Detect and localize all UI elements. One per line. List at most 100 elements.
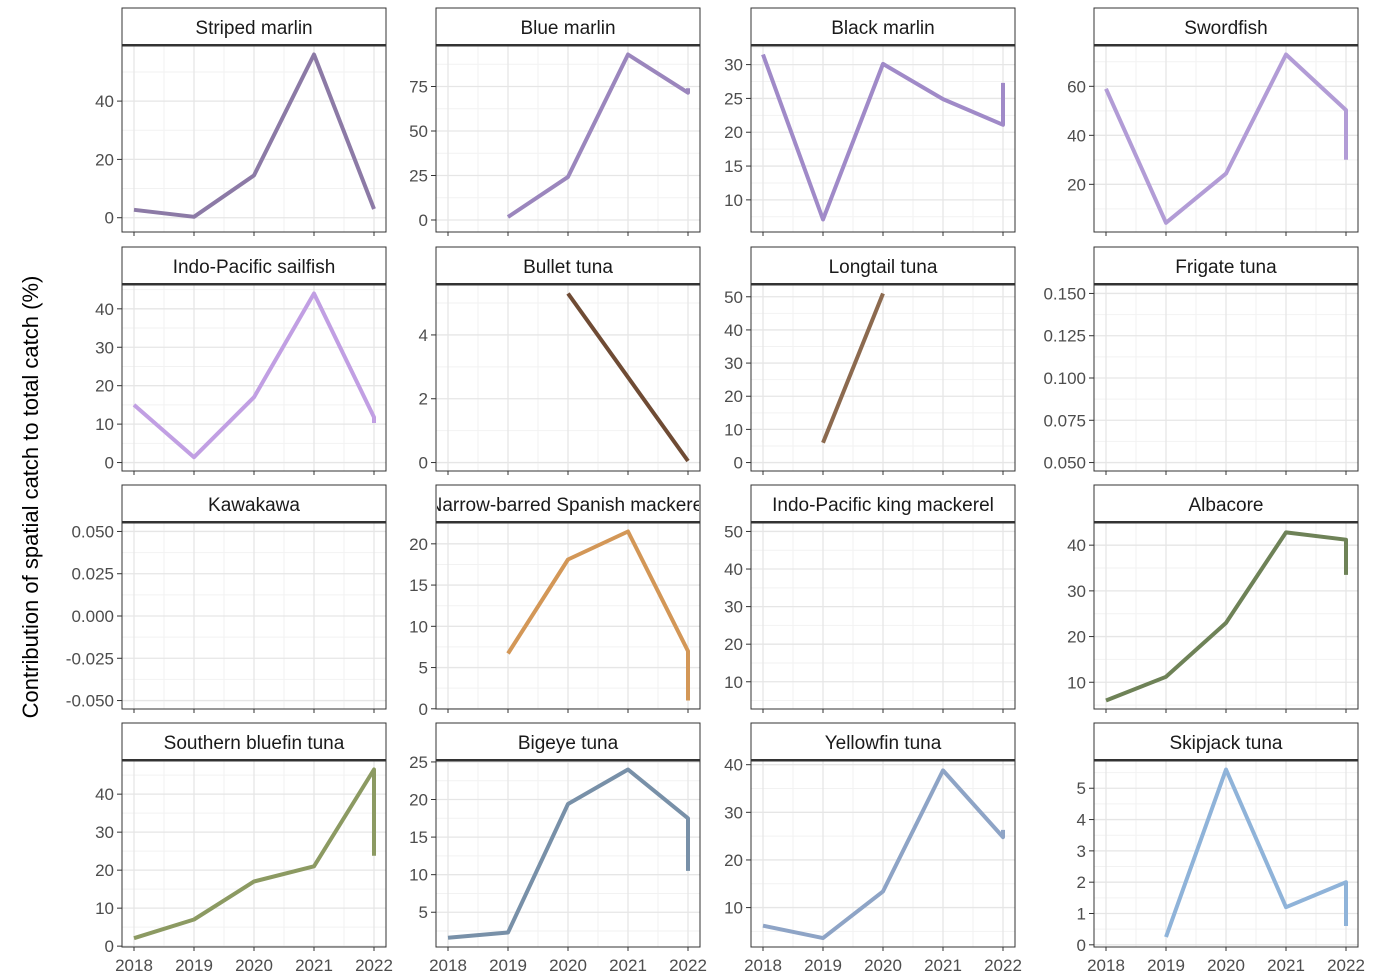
y-tick-label: 15 (409, 828, 428, 847)
y-tick-label: 0 (419, 700, 428, 719)
y-tick-label: 20 (724, 851, 743, 870)
facet-title: Longtail tuna (829, 257, 938, 278)
y-tick-label: 20 (1067, 175, 1086, 194)
y-tick-label: 60 (1067, 77, 1086, 96)
y-tick-label: 5 (419, 659, 428, 678)
y-tick-label: 10 (724, 673, 743, 692)
y-tick-label: 10 (724, 420, 743, 439)
y-tick-label: 2 (419, 390, 428, 409)
y-tick-label: 0.075 (1043, 411, 1086, 430)
y-tick-label: 10 (95, 415, 114, 434)
facet-title: Bigeye tuna (518, 733, 619, 754)
y-tick-label: 0.050 (71, 522, 114, 541)
y-tick-label: 20 (724, 635, 743, 654)
gridlines (751, 46, 1015, 232)
facet-title: Indo-Pacific sailfish (173, 257, 336, 278)
gridlines (751, 761, 1015, 947)
gridlines (1094, 523, 1358, 709)
x-tick-label: 2021 (609, 956, 647, 975)
y-tick-label: 40 (1067, 126, 1086, 145)
y-tick-label: 10 (724, 191, 743, 210)
y-tick-label: 4 (419, 326, 428, 345)
facet-strip (435, 246, 701, 285)
facet-strip (750, 246, 1016, 285)
gridlines (751, 285, 1015, 471)
y-tick-label: 0 (419, 454, 428, 473)
series-line-longtail-tuna (821, 292, 885, 444)
x-tick-label: 2018 (429, 956, 467, 975)
y-tick-label: 50 (724, 288, 743, 307)
facet-strip (1093, 7, 1359, 46)
x-tick-label: 2022 (1327, 956, 1365, 975)
y-tick-label: 10 (409, 866, 428, 885)
y-tick-label: -0.025 (66, 649, 114, 668)
panel-indo-pacific-king-mackerel: Indo-Pacific king mackerel 10 20 30 40 50 (724, 484, 1016, 713)
panel-narrow-barred-spanish-mackerel: Narrow-barred Spanish mackerel 0 5 10 15 20 (409, 484, 701, 719)
series-line-indo-pacific-sailfish (132, 291, 376, 460)
facet-strip (750, 722, 1016, 761)
y-tick-label: 75 (409, 77, 428, 96)
y-tick-label: 0 (1077, 936, 1086, 955)
facet-title: Frigate tuna (1175, 257, 1277, 278)
x-tick-label: 2021 (1267, 956, 1305, 975)
facet-title: Bullet tuna (523, 257, 613, 278)
gridlines (436, 46, 700, 232)
x-tick-label: 2018 (1087, 956, 1125, 975)
y-tick-label: 15 (724, 157, 743, 176)
y-tick-label: 0 (105, 454, 114, 473)
y-tick-label: 40 (95, 92, 114, 111)
facet-strip (1093, 484, 1359, 523)
series-line-bigeye-tuna (447, 767, 690, 940)
y-tick-label: 4 (1077, 811, 1086, 830)
facet-title: Indo-Pacific king mackerel (772, 495, 994, 516)
gridlines (1094, 285, 1358, 471)
y-tick-label: 30 (95, 338, 114, 357)
x-tick-label: 2019 (175, 956, 213, 975)
panel-swordfish: Swordfish 20 40 60 (1067, 7, 1359, 236)
y-axis-label: Contribution of spatial catch to total c… (18, 276, 43, 719)
panel-albacore: Albacore 10 20 30 40 (1067, 484, 1359, 713)
gridlines (122, 761, 386, 947)
facet-title: Southern bluefin tuna (164, 733, 345, 754)
facet-strip (1093, 246, 1359, 285)
x-tick-label: 2020 (864, 956, 902, 975)
y-tick-label: 0.050 (1043, 454, 1086, 473)
y-tick-label: 1 (1077, 904, 1086, 923)
gridlines (436, 285, 700, 471)
series-line-swordfish (1104, 52, 1348, 225)
series-line-narrow-barred-spanish-mackerel (506, 529, 690, 701)
y-tick-label: 0 (105, 937, 114, 956)
y-tick-label: 20 (409, 535, 428, 554)
y-tick-label: 10 (724, 899, 743, 918)
y-tick-label: 0 (734, 454, 743, 473)
facet-title: Blue marlin (520, 18, 615, 39)
y-tick-label: 5 (419, 903, 428, 922)
x-tick-label: 2020 (235, 956, 273, 975)
panel-striped-marlin: Striped marlin 0 20 40 (95, 7, 387, 236)
series-line-bullet-tuna (566, 292, 690, 463)
y-tick-label: 25 (409, 753, 428, 772)
y-tick-label: 2 (1077, 873, 1086, 892)
y-tick-label: 40 (724, 321, 743, 340)
y-tick-label: 20 (95, 861, 114, 880)
y-tick-label: 0 (105, 209, 114, 228)
x-tick-label: 2019 (1147, 956, 1185, 975)
y-tick-label: 0 (419, 211, 428, 230)
y-tick-label: -0.050 (66, 692, 114, 711)
x-tick-label: 2019 (489, 956, 527, 975)
series-line-southern-bluefin-tuna (133, 767, 376, 941)
x-tick-label: 2018 (744, 956, 782, 975)
series-line-skipjack-tuna (1164, 767, 1348, 938)
series-line-blue-marlin (506, 52, 690, 219)
y-tick-label: 40 (95, 300, 114, 319)
facet-title: Skipjack tuna (1169, 733, 1282, 754)
x-tick-label: 2020 (1207, 956, 1245, 975)
y-tick-label: 0.000 (71, 607, 114, 626)
series-line-black-marlin (761, 53, 1005, 222)
panel-kawakawa: Kawakawa -0.050 -0.025 0.000 0.025 0.050 (66, 484, 387, 713)
series-line-albacore (1105, 530, 1348, 703)
y-tick-label: 20 (409, 791, 428, 810)
y-tick-label: 30 (1067, 582, 1086, 601)
y-tick-label: 25 (724, 89, 743, 108)
